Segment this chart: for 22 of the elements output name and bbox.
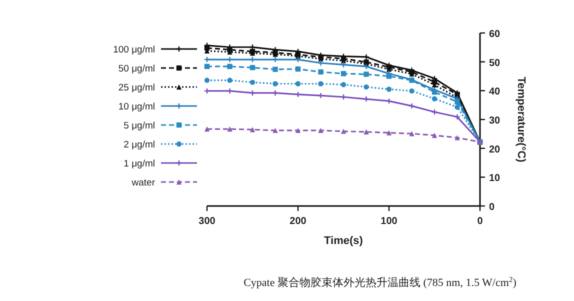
y-axis-title: Temperature(°C) [515, 76, 527, 163]
x-tick-label: 200 [290, 216, 307, 227]
text: Cypate 聚合物胶束体外光热升温曲线 (785 nm, 1.5 W/cm$^{2}$) [244, 274, 517, 289]
legend-label: 2 μg/ml [124, 140, 155, 150]
y-tick-label: 40 [489, 86, 501, 98]
legend-label: water [130, 178, 155, 188]
y-tick-label: 60 [489, 29, 501, 40]
y-tick-label: 20 [489, 144, 501, 156]
y-tick-label: 30 [489, 116, 501, 126]
legend-label: 100 μg/ml [113, 44, 155, 56]
legend-label: 5 μg/ml [124, 120, 155, 132]
x-tick-label: 300 [198, 216, 216, 227]
y-tick-label: 10 [489, 173, 501, 184]
y-tick-label: 50 [489, 58, 501, 69]
x-tick-label: 0 [477, 216, 484, 227]
legend-label: 1 μg/ml [124, 158, 155, 170]
legend-label: 25 μg/ml [118, 82, 155, 94]
legend-label: 50 μg/ml [118, 64, 155, 74]
legend-label: 10 μg/ml [118, 102, 155, 112]
x-tick-label: 100 [380, 216, 398, 227]
y-tick-label: 0 [489, 202, 495, 213]
x-axis-title: Time(s) [324, 235, 364, 247]
